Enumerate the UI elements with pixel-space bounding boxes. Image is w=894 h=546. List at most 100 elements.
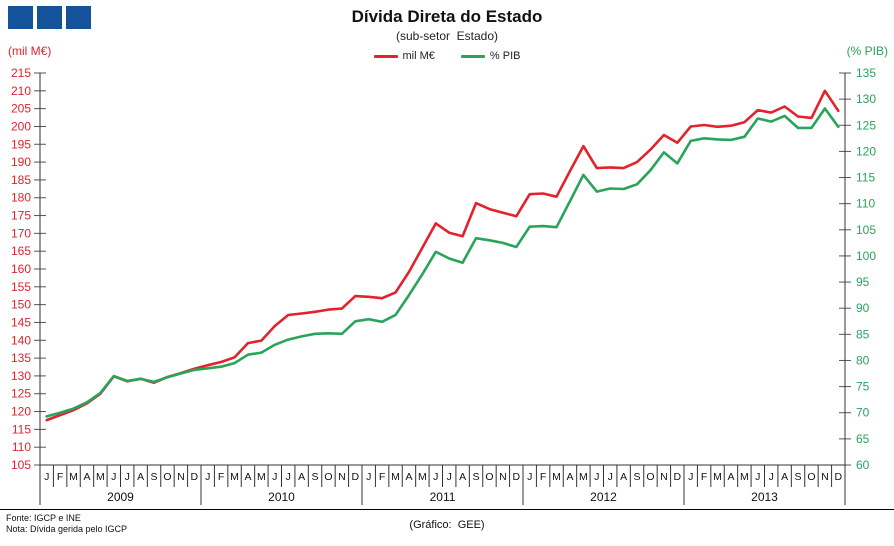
month-tick-label: M (418, 471, 427, 483)
month-tick-label: A (298, 471, 305, 483)
month-tick-label: O (646, 471, 654, 483)
month-tick-label: F (57, 471, 63, 483)
month-tick-label: O (163, 471, 171, 483)
footer-source: Fonte: IGCP e INE Nota: Dívida gerida pe… (6, 513, 127, 535)
month-tick-label: M (713, 471, 722, 483)
month-tick-label: J (44, 471, 49, 483)
source-text: Fonte: IGCP e INE (6, 513, 81, 523)
month-tick-label: S (151, 471, 158, 483)
year-label: 2011 (430, 490, 456, 504)
left-axis-tick-label: 135 (11, 351, 31, 365)
month-tick-label: M (69, 471, 78, 483)
series-line-pib (45, 107, 840, 418)
month-tick-label: J (527, 471, 532, 483)
right-axis-tick-label: 125 (856, 118, 876, 132)
left-axis-tick-label: 185 (11, 173, 31, 187)
left-axis-tick-label: 195 (11, 137, 31, 151)
left-axis-tick-label: 125 (11, 387, 31, 401)
left-axis-tick-label: 140 (11, 333, 31, 347)
month-tick-label: D (190, 471, 198, 483)
month-tick-label: S (473, 471, 480, 483)
month-tick-label: D (834, 471, 842, 483)
left-axis-tick-label: 175 (11, 209, 31, 223)
legend-line-swatch (460, 54, 485, 58)
month-tick-label: J (433, 471, 438, 483)
left-axis-tick-label: 165 (11, 244, 31, 258)
note-text: Nota: Dívida gerida pelo IGCP (6, 524, 128, 534)
left-axis-tick-label: 155 (11, 280, 31, 294)
month-tick-label: J (125, 471, 130, 483)
right-axis-tick-label: 80 (856, 353, 870, 367)
chart-legend: mil M€ % PIB (0, 50, 894, 62)
left-axis-title: (mil M€) (8, 44, 52, 58)
left-axis-tick-label: 130 (11, 369, 31, 383)
right-axis-tick-label: 105 (856, 223, 876, 237)
month-tick-label: M (579, 471, 588, 483)
right-axis-tick-label: 85 (856, 327, 870, 341)
left-axis-tick-label: 215 (11, 66, 31, 80)
month-tick-label: N (338, 471, 346, 483)
left-axis-tick-label: 200 (11, 119, 31, 133)
month-tick-label: J (447, 471, 452, 483)
logo (8, 6, 91, 29)
month-tick-label: J (272, 471, 277, 483)
legend-label: mil M€ (402, 50, 435, 62)
month-tick-label: F (218, 471, 224, 483)
left-axis-tick-label: 105 (11, 458, 31, 472)
left-axis-tick-label: 210 (11, 84, 31, 98)
month-tick-label: J (769, 471, 774, 483)
month-tick-label: M (230, 471, 239, 483)
month-tick-label: S (312, 471, 319, 483)
month-tick-label: M (552, 471, 561, 483)
right-axis-tick-label: 135 (856, 66, 876, 80)
month-tick-label: F (379, 471, 385, 483)
right-axis-tick-label: 60 (856, 458, 870, 472)
left-axis-tick-label: 110 (12, 440, 31, 454)
month-tick-label: D (673, 471, 681, 483)
month-tick-label: J (594, 471, 599, 483)
legend-item-mil-me: mil M€ (373, 50, 435, 62)
right-axis-tick-label: 120 (856, 144, 876, 158)
month-tick-label: D (512, 471, 520, 483)
right-axis-tick-label: 65 (856, 432, 870, 446)
logo-square (8, 6, 33, 29)
month-tick-label: F (701, 471, 707, 483)
month-tick-label: J (111, 471, 116, 483)
right-axis-tick-label: 130 (856, 92, 876, 106)
chart-title: Dívida Direta do Estado (351, 7, 543, 26)
footer-credit: (Gráfico: GEE) (409, 519, 485, 531)
month-tick-label: J (366, 471, 371, 483)
month-tick-label: J (205, 471, 210, 483)
month-tick-label: J (286, 471, 291, 483)
logo-square (37, 6, 62, 29)
month-tick-label: A (727, 471, 734, 483)
year-label: 2013 (751, 490, 778, 504)
right-axis-tick-label: 110 (856, 197, 875, 211)
month-tick-label: M (96, 471, 105, 483)
chart-subtitle: (sub-setor Estado) (395, 29, 499, 43)
footer-divider (0, 509, 894, 510)
year-label: 2009 (107, 490, 134, 504)
legend-label: % PIB (489, 50, 521, 62)
month-tick-label: A (137, 471, 144, 483)
month-tick-label: J (688, 471, 693, 483)
month-tick-label: A (83, 471, 90, 483)
right-axis-tick-label: 100 (856, 249, 876, 263)
month-tick-label: J (608, 471, 613, 483)
month-tick-label: N (821, 471, 829, 483)
month-tick-label: N (660, 471, 668, 483)
left-axis-tick-label: 160 (11, 262, 31, 276)
month-tick-label: A (781, 471, 788, 483)
month-tick-label: S (634, 471, 641, 483)
month-tick-label: O (807, 471, 815, 483)
year-label: 2012 (590, 490, 617, 504)
right-axis-tick-label: 90 (856, 301, 870, 315)
month-tick-label: M (740, 471, 749, 483)
left-axis-tick-label: 150 (11, 298, 31, 312)
month-tick-label: A (620, 471, 627, 483)
left-axis-tick-label: 180 (11, 191, 31, 205)
month-tick-label: N (177, 471, 185, 483)
right-axis-tick-label: 95 (856, 275, 870, 289)
